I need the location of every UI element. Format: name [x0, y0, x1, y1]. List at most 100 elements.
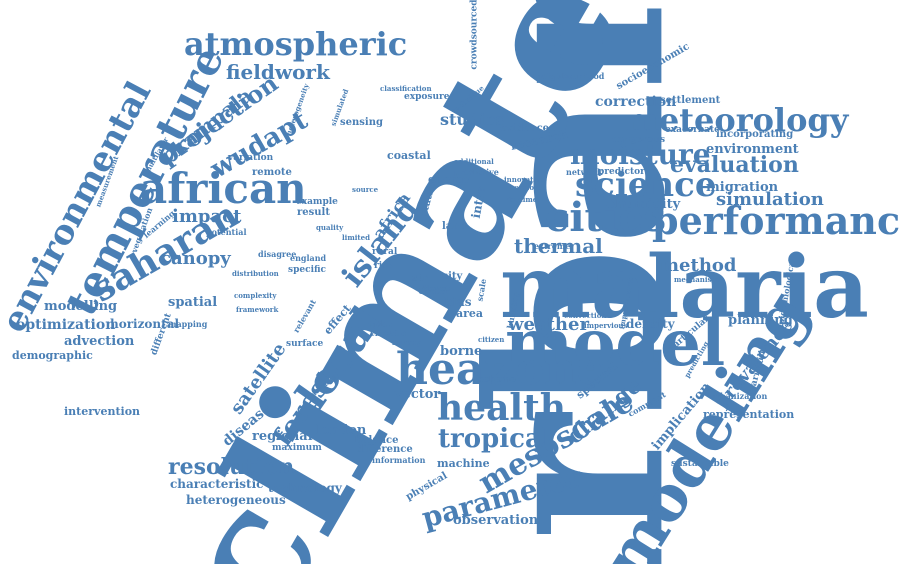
word-humidity: humidity	[615, 197, 681, 212]
word-zone: zone	[490, 344, 605, 395]
word-environment: environment	[706, 142, 799, 157]
word-difference: difference	[356, 444, 413, 455]
word-balance: balance	[355, 435, 399, 446]
word-complexity: complexity	[234, 291, 277, 300]
word-index: index	[368, 319, 393, 329]
word-characteristic: characteristic	[170, 477, 264, 491]
word-demographic: demographic	[12, 349, 93, 362]
word-str: str	[412, 273, 428, 284]
word-performance: performance	[652, 198, 900, 243]
word-classification: classification	[380, 84, 432, 93]
word-african: african	[140, 164, 307, 213]
word-correction: correction	[595, 94, 677, 110]
word-variation: variation	[228, 153, 274, 163]
word-convection: convection	[564, 311, 607, 320]
word-vector: vector	[395, 387, 441, 402]
word-example: example	[296, 197, 338, 207]
word-neighbourhood: neighbourhood	[536, 71, 605, 81]
word-coastal: coastal	[387, 149, 431, 162]
word-representation: representation	[703, 408, 795, 421]
word-weather: weather	[508, 314, 589, 335]
word-predictive: predictive	[454, 167, 499, 177]
word-land: land	[442, 221, 467, 232]
word-specific: specific	[288, 265, 327, 275]
word-atmospheric: atmospheric	[184, 25, 408, 63]
word-area: area	[456, 307, 484, 320]
word-impervious: impervious	[584, 321, 628, 330]
word-sustainable: sustainable	[671, 459, 729, 469]
word-framework: framework	[236, 305, 279, 314]
word-optimization: optimization	[16, 317, 116, 333]
word-distribution: distribution	[232, 269, 279, 278]
word-scheme: scheme	[478, 375, 517, 385]
word-additional: additional	[454, 157, 494, 166]
word-science: science	[575, 165, 717, 205]
word-method: method	[660, 255, 737, 276]
word-mapping: mapping	[168, 319, 208, 329]
word-urbanization: urbanization	[710, 391, 768, 401]
word-technology: technology	[268, 481, 342, 495]
word-regional: regional	[252, 429, 313, 444]
word-source: source	[352, 185, 379, 194]
word-horizontal: horizontal	[110, 317, 180, 331]
word-evaluation: evaluation	[670, 152, 799, 178]
word-meteorology: meteorology	[625, 101, 849, 139]
word-heterogeneous: heterogeneous	[186, 493, 286, 507]
word-crowdsourced: crowdsourced	[469, 0, 480, 70]
word-innovative: innovative	[504, 175, 545, 184]
word-extreme: extreme	[534, 241, 571, 251]
word-tropical: tropical	[438, 424, 552, 454]
word-mechanism: mechanism	[674, 275, 719, 284]
word-dense: dense	[424, 283, 451, 293]
word-studies: studies	[440, 110, 505, 129]
word-surface: surface	[286, 339, 324, 349]
word-predictor: predictor	[598, 167, 645, 177]
word-incorporating: incorporating	[716, 129, 794, 140]
word-exacerbate: exacerbate	[665, 125, 720, 135]
word-spatial: spatial	[168, 295, 218, 310]
word-result: result	[297, 207, 330, 218]
word-settlement: settlement	[660, 95, 721, 106]
word-limited: limited	[342, 233, 370, 242]
word-migration: migration	[706, 180, 779, 195]
word-cities: cities	[545, 194, 667, 241]
word-thermal: thermal	[514, 234, 603, 258]
word-england: england	[290, 253, 327, 263]
word-moisture: moisture	[570, 138, 711, 171]
word-network: network	[566, 167, 603, 177]
word-observation: observation	[453, 513, 539, 528]
word-data: data	[418, 283, 448, 297]
word-quality: quality	[316, 223, 344, 232]
word-bias: bias	[444, 295, 472, 309]
word-planning: planning	[728, 313, 793, 328]
word-machine: machine	[437, 457, 490, 470]
word-disagree: disagree	[258, 249, 297, 259]
word-survey: survey	[392, 337, 421, 347]
word-simulation: simulation	[716, 189, 824, 210]
word-health: health	[437, 387, 566, 429]
word-fieldwork: fieldwork	[226, 60, 330, 84]
word-canopy: canopy	[160, 248, 231, 269]
word-modelling: modelling	[44, 299, 118, 314]
word-remote: remote	[252, 167, 292, 178]
word-maximum: maximum	[272, 443, 322, 453]
word-rural: rural	[372, 247, 398, 257]
word-density: density	[626, 317, 675, 331]
word-model: model	[505, 306, 726, 381]
word-potential: potential	[206, 227, 247, 237]
word-sensing: sensing	[340, 117, 383, 128]
word-heat: heat	[396, 344, 505, 395]
word-malaria: malaria	[500, 237, 869, 338]
word-advection: advection	[64, 334, 135, 349]
word-information: information	[372, 455, 426, 465]
word-climatic: climatic	[370, 328, 407, 338]
word-risk: risk	[374, 261, 394, 271]
word-intervention: intervention	[64, 405, 141, 418]
word-evidence: evidence	[500, 123, 550, 134]
word-citizen: citizen	[478, 335, 505, 344]
word-comfort: comfort	[510, 183, 541, 192]
word-exposure: exposure	[404, 92, 450, 102]
word-city: city	[442, 271, 463, 282]
word-resolution: resolution	[168, 454, 295, 480]
